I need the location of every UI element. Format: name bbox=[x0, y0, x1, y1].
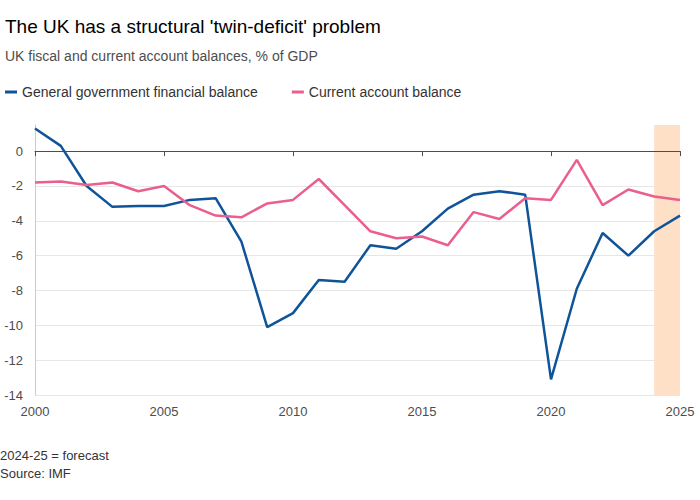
svg-text:Current account balance: Current account balance bbox=[309, 84, 462, 100]
svg-text:2010: 2010 bbox=[279, 404, 308, 419]
svg-text:2005: 2005 bbox=[150, 404, 179, 419]
svg-text:-12: -12 bbox=[4, 353, 23, 368]
svg-text:-10: -10 bbox=[4, 318, 23, 333]
svg-text:-6: -6 bbox=[11, 248, 23, 263]
svg-text:2024-25 = forecast: 2024-25 = forecast bbox=[0, 448, 109, 463]
svg-text:-14: -14 bbox=[4, 388, 23, 403]
svg-text:-4: -4 bbox=[11, 213, 23, 228]
svg-text:The UK has a structural 'twin-: The UK has a structural 'twin-deficit' p… bbox=[5, 16, 381, 37]
svg-text:2020: 2020 bbox=[537, 404, 566, 419]
svg-text:Source: IMF: Source: IMF bbox=[0, 466, 71, 481]
svg-text:2000: 2000 bbox=[21, 404, 50, 419]
svg-text:2015: 2015 bbox=[408, 404, 437, 419]
svg-text:General government financial b: General government financial balance bbox=[22, 84, 258, 100]
svg-text:-8: -8 bbox=[11, 283, 23, 298]
svg-text:-2: -2 bbox=[11, 178, 23, 193]
svg-text:0: 0 bbox=[16, 144, 23, 159]
svg-text:UK fiscal and current account: UK fiscal and current account balances, … bbox=[5, 48, 318, 64]
svg-text:2025: 2025 bbox=[666, 404, 695, 419]
